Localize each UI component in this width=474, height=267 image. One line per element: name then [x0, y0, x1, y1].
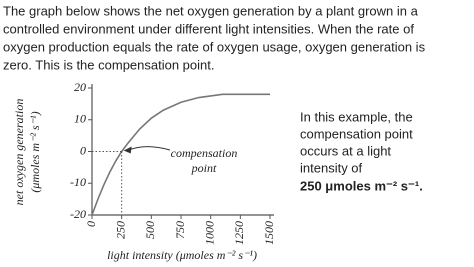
y-axis-label: net oxygen generation [12, 99, 26, 206]
y-tick-label: 20 [74, 80, 86, 94]
annotation-arrow [127, 146, 171, 151]
intro-line: controlled environment under different l… [3, 21, 414, 36]
y-axis-label: (μmoles m⁻² s⁻¹) [28, 111, 42, 192]
x-tick-label: 1500 [262, 221, 276, 245]
y-tick-label: 0 [80, 143, 86, 157]
data-line [91, 93, 270, 216]
x-axis-label: light intensity (μmoles m⁻² s⁻¹) [107, 248, 257, 262]
side-line: occurs at a light [300, 143, 391, 158]
x-tick-label: 1000 [202, 221, 216, 245]
x-tick-label: 1250 [232, 221, 246, 245]
x-tick-label: 750 [173, 221, 187, 239]
x-tick-label: 500 [143, 221, 157, 239]
x-tick-label: 0 [84, 221, 98, 227]
side-line: compensation point [300, 126, 413, 141]
annotation: point [191, 161, 217, 175]
side-line: intensity of [300, 160, 363, 175]
side-line: 250 μmoles m⁻² s⁻¹. [300, 178, 423, 193]
annotation: compensation [171, 146, 238, 160]
y-tick-label: -10 [70, 175, 86, 189]
x-tick-label: 250 [113, 221, 127, 239]
intro-line: oxygen production equals the rate of oxy… [3, 39, 426, 54]
side-line: In this example, the [300, 109, 413, 124]
intro-line: zero. This is the compensation point. [3, 57, 215, 72]
y-tick-label: 10 [74, 112, 86, 126]
y-tick-label: -20 [70, 207, 86, 221]
intro-line: The graph below shows the net oxygen gen… [3, 3, 419, 18]
arrow-head [123, 146, 132, 154]
